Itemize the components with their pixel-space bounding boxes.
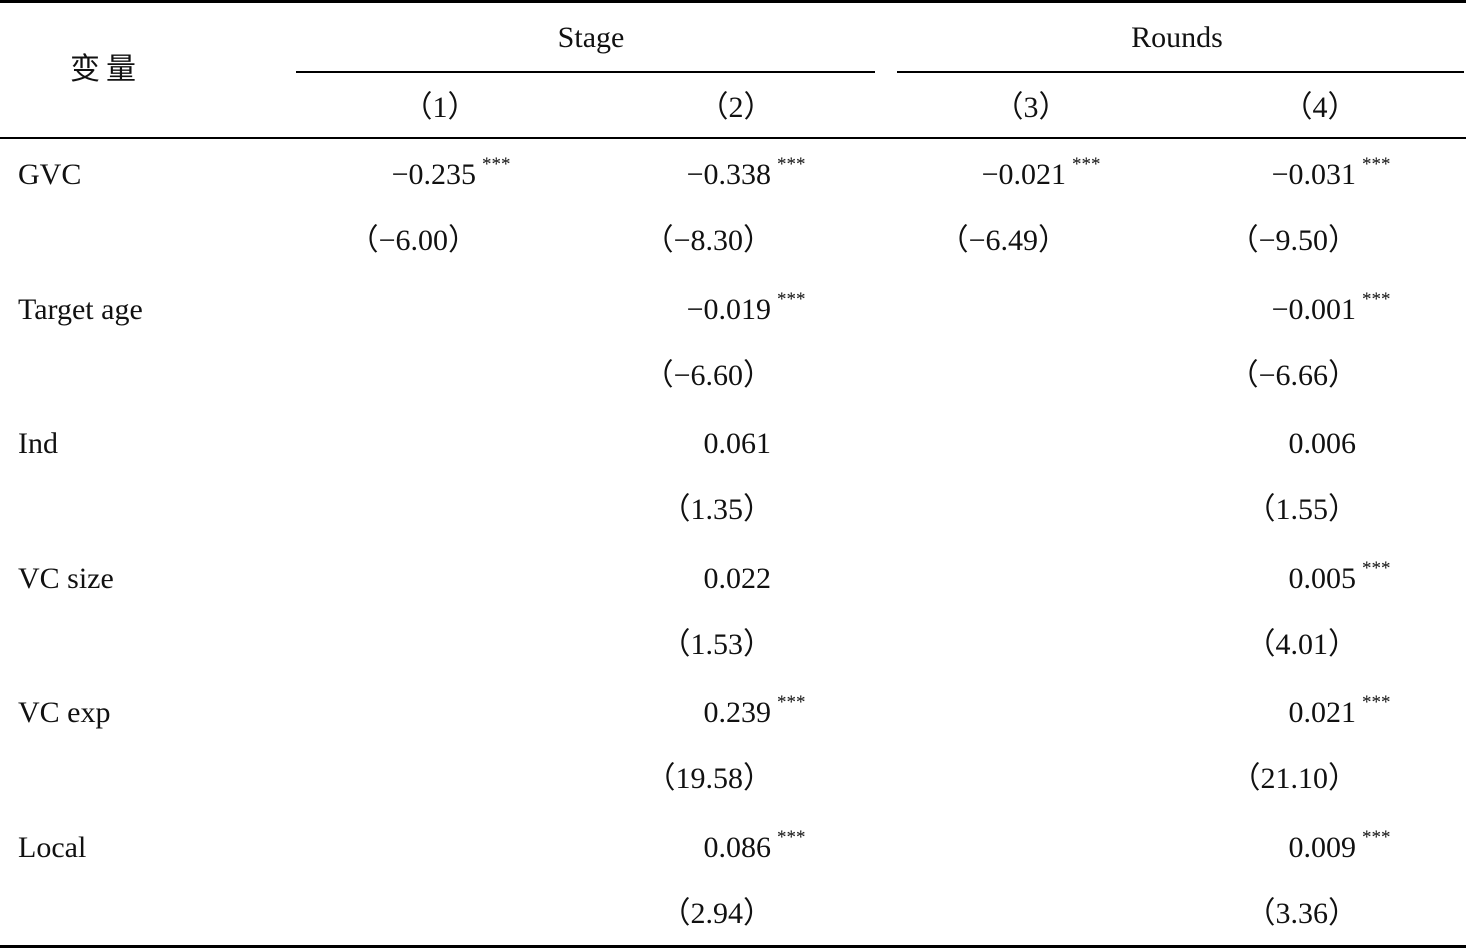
significance-stars: *** [1362, 827, 1391, 848]
significance-stars: *** [1362, 558, 1391, 579]
coefficient-cell: −0.235 [276, 157, 476, 193]
coefficient-value: 0.009 [1288, 831, 1357, 864]
significance-stars: *** [1362, 289, 1391, 310]
row-variable-label: Ind [18, 427, 58, 460]
coefficient-value: 0.022 [703, 562, 772, 595]
t-statistic-cell: （1.53） [660, 628, 774, 661]
stage-group-rule [296, 71, 875, 73]
column-header-1: （1） [402, 91, 478, 124]
coefficient-cell: 0.006 [1156, 426, 1357, 462]
t-statistic-cell: （−8.30） [643, 224, 773, 257]
significance-stars: *** [777, 154, 806, 175]
variable-header: 变量 [70, 53, 142, 86]
rounds-group-rule [897, 71, 1464, 73]
coefficient-cell: 0.022 [571, 561, 772, 597]
coefficient-cell: −0.021 [866, 157, 1066, 193]
significance-stars: *** [1072, 154, 1101, 175]
coefficient-cell: −0.031 [1156, 157, 1356, 193]
t-statistic-cell: （−6.00） [348, 224, 478, 257]
coefficient-value: −0.338 [686, 158, 771, 191]
bottom-rule [0, 945, 1466, 948]
significance-stars: *** [777, 692, 806, 713]
t-statistic-cell: （−9.50） [1228, 224, 1358, 257]
coefficient-cell: 0.021 [1156, 695, 1357, 731]
column-header-3: （3） [993, 91, 1069, 124]
coefficient-cell: 0.239 [571, 695, 772, 731]
column-header-4: （4） [1282, 91, 1358, 124]
coefficient-value: −0.019 [686, 293, 771, 326]
coefficient-cell: 0.009 [1156, 830, 1357, 866]
significance-stars: *** [1362, 692, 1391, 713]
coefficient-cell: −0.338 [571, 157, 771, 193]
coefficient-cell: 0.005 [1156, 561, 1357, 597]
group-header-stage: Stage [557, 21, 625, 54]
coefficient-value: −0.001 [1271, 293, 1356, 326]
row-variable-label: VC exp [18, 696, 111, 729]
t-statistic-cell: （1.35） [660, 493, 774, 526]
column-header-2: （2） [698, 91, 774, 124]
group-header-rounds: Rounds [1131, 21, 1223, 54]
coefficient-cell: 0.086 [571, 830, 772, 866]
t-statistic-cell: （4.01） [1245, 628, 1359, 661]
coefficient-value: 0.239 [703, 696, 772, 729]
significance-stars: *** [1362, 154, 1391, 175]
t-statistic-cell: （21.10） [1230, 762, 1359, 795]
t-statistic-cell: （19.58） [645, 762, 774, 795]
coefficient-value: 0.061 [703, 427, 772, 460]
coefficient-value: 0.086 [703, 831, 772, 864]
coefficient-value: 0.006 [1288, 427, 1357, 460]
coefficient-value: −0.031 [1271, 158, 1356, 191]
t-statistic-cell: （3.36） [1245, 897, 1359, 930]
significance-stars: *** [777, 289, 806, 310]
t-statistic-cell: （−6.49） [938, 224, 1068, 257]
row-variable-label: Local [18, 831, 87, 864]
t-statistic-cell: （−6.60） [643, 359, 773, 392]
t-statistic-cell: （2.94） [660, 897, 774, 930]
coefficient-cell: −0.019 [571, 292, 771, 328]
coefficient-value: 0.021 [1288, 696, 1357, 729]
coefficient-cell: 0.061 [571, 426, 772, 462]
significance-stars: *** [777, 827, 806, 848]
t-statistic-cell: （−6.66） [1228, 359, 1358, 392]
header-bottom-rule [0, 137, 1466, 139]
coefficient-cell: −0.001 [1156, 292, 1356, 328]
row-variable-label: GVC [18, 158, 82, 191]
row-variable-label: VC size [18, 562, 114, 595]
significance-stars: *** [482, 154, 511, 175]
top-rule [0, 0, 1466, 3]
coefficient-value: −0.021 [981, 158, 1066, 191]
row-variable-label: Target age [18, 293, 143, 326]
coefficient-value: 0.005 [1288, 562, 1357, 595]
t-statistic-cell: （1.55） [1245, 493, 1359, 526]
coefficient-value: −0.235 [391, 158, 476, 191]
